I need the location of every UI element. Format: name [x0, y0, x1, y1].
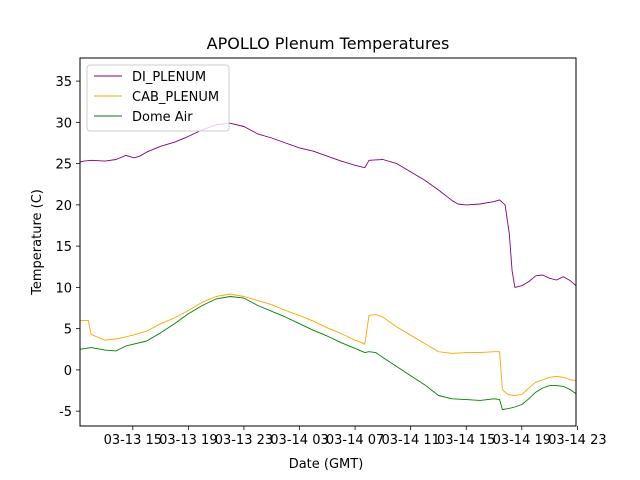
y-tick-label: 30	[55, 116, 72, 131]
y-axis: -5 0 5 10 15 20 25 30 35	[55, 75, 80, 420]
x-tick-label: 03-14 07	[326, 433, 384, 448]
x-tick-label: 03-13 15	[104, 433, 162, 448]
x-tick-label: 03-14 19	[493, 433, 551, 448]
y-tick-label: 20	[55, 199, 72, 214]
y-tick-label: -5	[59, 405, 72, 420]
legend-label-di-plenum: DI_PLENUM	[132, 70, 206, 85]
y-tick-label: 10	[55, 281, 72, 296]
x-tick-label: 03-13 19	[159, 433, 217, 448]
series-layer	[79, 122, 577, 410]
x-tick-label: 03-14 03	[270, 433, 328, 448]
x-tick-label: 03-13 23	[215, 433, 273, 448]
y-axis-label: Temperature (C)	[30, 189, 45, 296]
y-tick-label: 25	[55, 158, 72, 173]
y-tick-label: 35	[55, 75, 72, 90]
series-line-cab-plenum	[80, 293, 577, 396]
x-axis-label: Date (GMT)	[289, 457, 364, 472]
x-tick-label: 03-14 23	[548, 433, 606, 448]
legend-box	[86, 64, 230, 132]
y-tick-label: 0	[64, 364, 72, 379]
series-line-di-plenum	[79, 122, 577, 288]
legend: DI_PLENUM CAB_PLENUM Dome Air	[86, 64, 230, 132]
series-line-dome-air	[79, 296, 577, 410]
legend-label-dome-air: Dome Air	[132, 110, 193, 125]
y-tick-label: 5	[64, 323, 72, 338]
chart-title: APOLLO Plenum Temperatures	[207, 34, 450, 53]
x-tick-label: 03-14 15	[437, 433, 495, 448]
legend-label-cab-plenum: CAB_PLENUM	[132, 90, 219, 105]
y-tick-label: 15	[55, 240, 72, 255]
plot-frame	[79, 57, 577, 427]
x-tick-label: 03-14 11	[381, 433, 439, 448]
